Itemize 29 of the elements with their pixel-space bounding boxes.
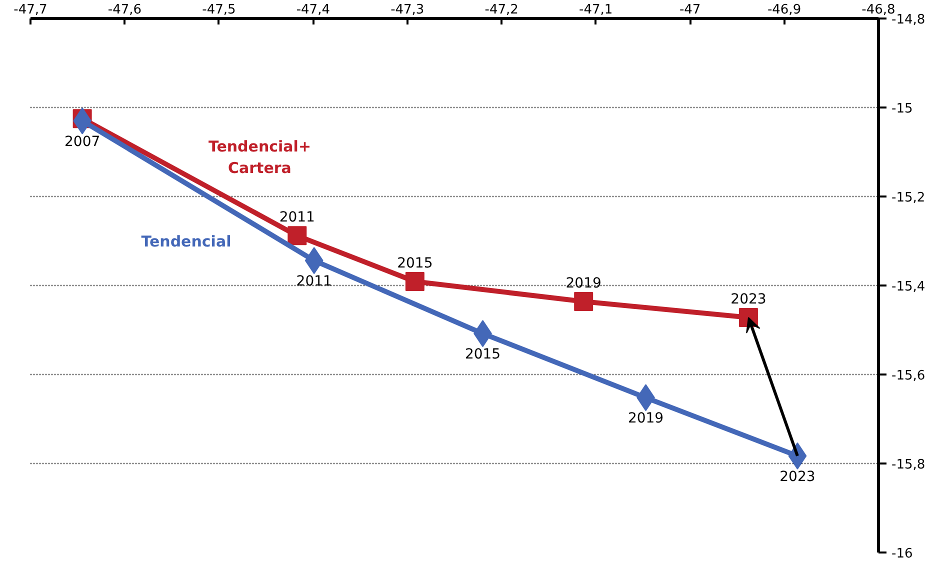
y-tick-label: -15,4: [892, 280, 926, 294]
annotation: 2023: [780, 468, 816, 485]
y-tick-label: -15,6: [892, 368, 926, 384]
x-tick-label: -47,5: [202, 2, 236, 18]
annotation: 2015: [397, 255, 433, 272]
series-label: Tendencial: [141, 232, 232, 251]
x-tick-label: -47,1: [579, 2, 613, 18]
y-tick-label: -15,2: [892, 190, 926, 206]
x-tick-label: -47,6: [108, 2, 142, 18]
annotation: 2007: [64, 134, 100, 150]
annotation: 2015: [464, 346, 501, 363]
x-tick-label: -47,2: [484, 2, 518, 18]
x-tick-label: -47,3: [390, 2, 424, 18]
annotation: 2011: [279, 210, 315, 226]
y-tick-label: -16: [892, 546, 913, 562]
annotation: 2023: [730, 292, 766, 308]
point: [405, 272, 424, 291]
x-tick-label: -47: [679, 2, 701, 18]
x-tick-label: -47,4: [296, 2, 330, 18]
series-label: Tendencial+ Cartera: [208, 138, 312, 178]
x-tick-label: -47,7: [14, 2, 48, 18]
x-tick-label: -46,9: [767, 2, 802, 18]
annotation: 2019: [566, 276, 602, 292]
y-tick-label: -15: [892, 102, 913, 116]
y-tick-label: -15,8: [892, 458, 926, 472]
point: [288, 226, 307, 246]
annotation: 2011: [296, 274, 332, 290]
point: [574, 292, 594, 312]
annotation: 2019: [628, 410, 664, 427]
